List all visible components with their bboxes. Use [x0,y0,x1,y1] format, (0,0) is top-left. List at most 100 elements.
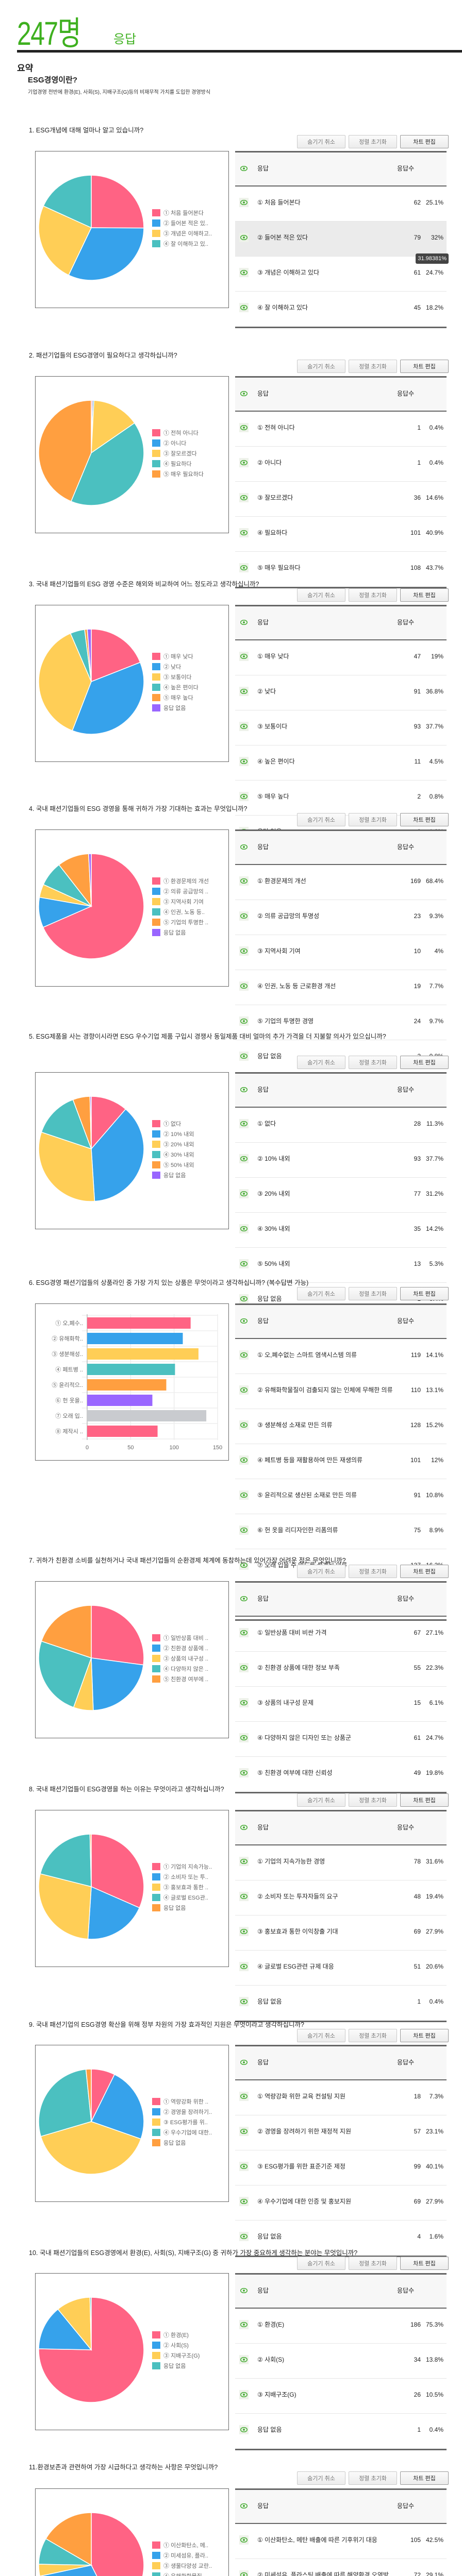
pie-slice[interactable] [42,853,144,959]
table-row[interactable]: ③ 지배구조(G) 26 10.5% [235,2379,447,2414]
unhide-button[interactable]: 숨기기 취소 [297,1565,345,1578]
pie-slice[interactable] [38,1640,92,1708]
reset-sort-button[interactable]: 정렬 초기화 [349,2029,397,2042]
bar[interactable] [87,1410,207,1421]
table-row[interactable]: ② 들어본 적은 있다 79 32% 31.98381% [235,222,449,264]
table-row[interactable]: ② 친환경 상품에 대한 정보 부족 55 22.3% [235,1652,447,1687]
eye-icon[interactable] [239,1892,249,1901]
edit-chart-button[interactable]: 차트 편집 [400,588,449,602]
bar[interactable] [87,1426,158,1437]
table-row[interactable]: 응답 없음 1 0.4% [235,1986,447,2021]
bar[interactable] [87,1333,183,1344]
eye-icon[interactable] [239,2425,249,2434]
eye-icon[interactable] [239,2197,249,2206]
eye-icon[interactable] [239,1385,249,1395]
edit-chart-button[interactable]: 차트 편집 [400,360,449,373]
table-row[interactable]: ② 사회(S) 34 13.8% [235,2344,447,2379]
unhide-button[interactable]: 숨기기 취소 [297,588,345,602]
table-row[interactable]: ① 환경(E) 186 75.3% [235,2309,447,2344]
unhide-button[interactable]: 숨기기 취소 [297,2471,345,2485]
table-row[interactable]: ④ 우수기업에 대한 인증 및 홍보지원 69 27.9% [235,2185,447,2221]
table-row[interactable]: ② 유해화학물질이 검출되지 않는 인체에 무해한 의류 110 13.1% [235,1374,447,1409]
table-row[interactable]: ② 의류 공급망의 투명성 23 9.3% [235,900,447,935]
eye-icon[interactable] [239,1962,249,1971]
table-row[interactable]: ④ 30% 내외 35 14.2% [235,1213,447,1248]
unhide-button[interactable]: 숨기기 취소 [297,813,345,826]
table-row[interactable]: ② 미세섬유, 플라스틱 배출에 따른 해양환경 오염방지 72 29.1% [235,2559,447,2576]
table-row[interactable]: ③ 보통이다 93 37.7% [235,710,447,745]
edit-chart-button[interactable]: 차트 편집 [400,135,449,148]
eye-icon[interactable] [239,1224,249,1233]
count-header[interactable]: 응답수 [397,2502,415,2510]
pie-slice[interactable] [85,2069,92,2122]
table-row[interactable]: ⑤ 윤리적으로 생산된 소재로 만든 의류 91 10.8% [235,1479,447,1514]
eye-icon[interactable] [239,1189,249,1198]
reset-sort-button[interactable]: 정렬 초기화 [349,2257,397,2270]
table-row[interactable]: ② 10% 내외 93 37.7% [235,1143,447,1178]
eye-icon[interactable] [239,423,249,432]
answer-header[interactable]: 응답 [257,2502,269,2510]
table-row[interactable]: ③ 20% 내외 77 31.2% [235,1178,447,1213]
table-row[interactable]: ① 기업의 지속가능한 경영 78 31.6% [235,1845,447,1880]
answer-header[interactable]: 응답 [257,2059,269,2066]
pie-slice[interactable] [70,422,144,506]
table-row[interactable]: ③ 상품의 내구성 문제 15 6.1% [235,1687,447,1722]
pie-slice[interactable] [91,1605,144,1666]
pie-slice[interactable] [38,205,92,276]
edit-chart-button[interactable]: 차트 편집 [400,1565,449,1578]
pie-slice[interactable] [68,227,144,281]
pie-slice[interactable] [38,400,92,502]
eye-icon[interactable] [239,1927,249,1936]
reset-sort-button[interactable]: 정렬 초기화 [349,1793,397,1807]
pie-slice[interactable] [87,629,92,682]
count-header[interactable]: 응답수 [397,165,415,172]
edit-chart-button[interactable]: 차트 편집 [400,2257,449,2270]
eye-icon[interactable] [239,1768,249,1777]
reset-sort-button[interactable]: 정렬 초기화 [349,813,397,826]
eye-icon[interactable] [239,1733,249,1742]
pie-slice[interactable] [91,1108,144,1202]
table-row[interactable]: 응답 없음 1 0.4% [235,2414,447,2449]
eye-icon[interactable] [239,876,249,886]
pie-slice[interactable] [72,662,144,735]
unhide-button[interactable]: 숨기기 취소 [297,1056,345,1069]
edit-chart-button[interactable]: 차트 편집 [400,1793,449,1807]
pie-slice[interactable] [40,1834,92,1887]
table-row[interactable]: ① 없다 28 11.3% [235,1108,447,1143]
table-row[interactable]: ① 오,폐수없는 스마트 염색시스템 의류 119 14.1% [235,1339,447,1374]
table-row[interactable]: ① 이산화탄소, 메탄 배출에 따른 기후위기 대응 105 42.5% [235,2524,447,2559]
table-row[interactable]: ① 역량강화 위한 교육 컨설팅 지원 18 7.3% [235,2080,447,2115]
eye-icon[interactable] [239,563,249,572]
eye-icon[interactable] [239,1259,249,1268]
table-row[interactable]: ④ 페트병 등을 재활용하여 만든 재생의류 101 12% [235,1444,447,1479]
answer-header[interactable]: 응답 [257,1086,269,1093]
eye-icon[interactable] [239,2092,249,2101]
eye-icon[interactable] [239,1997,249,2006]
pie-slice[interactable] [45,2512,92,2566]
table-row[interactable]: ⑤ 매우 필요하다 108 43.7% [235,552,447,587]
unhide-button[interactable]: 숨기기 취소 [297,2257,345,2270]
table-row[interactable]: ① 환경문제의 개선 169 68.4% [235,865,447,900]
edit-chart-button[interactable]: 차트 편집 [400,813,449,826]
count-header[interactable]: 응답수 [397,1595,415,1602]
eye-icon[interactable] [239,1316,249,1326]
table-row[interactable]: ① 매우 낮다 47 19% [235,640,447,675]
eye-icon[interactable] [239,652,249,661]
eye-icon[interactable] [239,1823,249,1832]
eye-icon[interactable] [239,2162,249,2171]
reset-sort-button[interactable]: 정렬 초기화 [349,2471,397,2485]
unhide-button[interactable]: 숨기기 취소 [297,360,345,373]
eye-icon[interactable] [239,198,249,207]
eye-icon[interactable] [239,389,249,398]
table-row[interactable]: ② 낮다 91 36.8% [235,675,447,710]
unhide-button[interactable]: 숨기기 취소 [297,2029,345,2042]
eye-icon[interactable] [239,233,249,242]
eye-icon[interactable] [239,164,249,173]
unhide-button[interactable]: 숨기기 취소 [297,1287,345,1300]
answer-header[interactable]: 응답 [257,1595,269,1602]
table-row[interactable]: ③ 홍보효과 통한 이익창출 기대 69 27.9% [235,1916,447,1951]
table-row[interactable]: ④ 잘 이해하고 있다 45 18.2% [235,292,447,327]
table-row[interactable]: ⑤ 기업의 투명한 경영 24 9.7% [235,1005,447,1040]
answer-header[interactable]: 응답 [257,1317,269,1325]
eye-icon[interactable] [239,1119,249,1128]
